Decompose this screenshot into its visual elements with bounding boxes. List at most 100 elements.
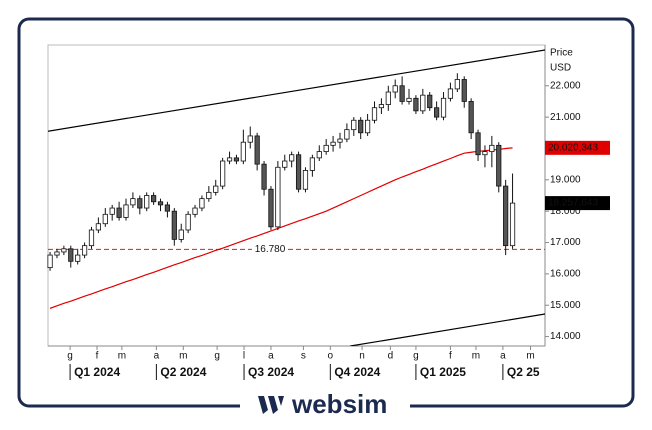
candle-body (358, 119, 364, 134)
candle-body (289, 154, 295, 162)
candle-body (427, 94, 433, 109)
candle-body (413, 97, 419, 112)
candle-body (482, 151, 488, 156)
candle-body (364, 119, 371, 134)
brand-name: websim (291, 389, 387, 419)
candle-body (475, 132, 481, 156)
candle-body (392, 85, 398, 93)
x-tick-label: g (67, 351, 73, 362)
moving-average (49, 147, 513, 309)
x-tick-label: a (154, 351, 160, 362)
candle-body (178, 229, 184, 240)
x-tick-label: f (449, 351, 452, 362)
price-label: Price (550, 48, 573, 59)
candle-body (351, 119, 357, 131)
candle-body (503, 185, 509, 247)
candle-body (61, 248, 67, 253)
candle-body (399, 85, 405, 102)
candle-body (226, 157, 233, 162)
quarter-label: Q1 2024 (74, 365, 120, 379)
candle-body (295, 154, 302, 190)
y-tick-label: 21.000 (550, 112, 581, 123)
candle-body (54, 251, 60, 256)
candle-body (116, 207, 122, 218)
y-tick-label: 15.000 (550, 300, 581, 311)
candle-body (454, 79, 460, 90)
candle-body (213, 185, 219, 193)
quarter-label: Q2 2024 (160, 365, 206, 379)
x-tick-label: m (179, 351, 187, 362)
candle-body (130, 198, 136, 206)
currency-label: USD (550, 63, 571, 74)
candle-body (171, 210, 177, 240)
x-tick-label: g (214, 351, 220, 362)
x-tick-label: f (96, 351, 99, 362)
candle-body (102, 213, 108, 225)
trendline (350, 313, 545, 346)
candle-body (268, 188, 274, 228)
candle-body (302, 170, 309, 190)
candle-body (247, 135, 253, 143)
candle-body (75, 254, 81, 262)
x-tick-label: n (359, 351, 365, 362)
candle-body (434, 107, 440, 118)
x-tick-label: m (526, 351, 534, 362)
candle-body (109, 207, 115, 215)
candle-body (240, 141, 246, 162)
candle-body (309, 157, 315, 171)
quarter-label: Q1 2025 (420, 365, 466, 379)
y-tick-label: 19.000 (550, 174, 581, 185)
quarter-label: Q4 2024 (334, 365, 380, 379)
candle-body (371, 107, 378, 121)
candle-body (88, 229, 95, 247)
candle-body (378, 104, 385, 109)
candle-body (233, 157, 240, 162)
candle-body (406, 97, 412, 102)
x-tick-label: l (243, 351, 245, 362)
y-tick-label: 14.000 (550, 331, 581, 342)
candle-body (254, 135, 260, 165)
level-label-bg (252, 243, 288, 256)
candle-body (206, 191, 212, 200)
price-tag-label: 18.257,643 (548, 198, 598, 209)
x-tick-label: a (268, 351, 274, 362)
candle-body (323, 144, 329, 153)
x-tick-label: g (413, 351, 419, 362)
candle-body (509, 202, 516, 247)
quarter-label: Q2 25 (507, 365, 540, 379)
candle-body (199, 198, 205, 209)
x-tick-label: d (388, 351, 394, 362)
candle-body (261, 163, 267, 190)
trendline (48, 49, 545, 132)
candle-body (468, 101, 474, 134)
x-tick-label: s (301, 351, 306, 362)
candle-body (461, 79, 467, 102)
candle-body (220, 160, 226, 187)
candle-body (185, 213, 191, 231)
brand-logo (258, 396, 284, 414)
candle-body (420, 94, 426, 112)
level-label: 16.780 (255, 244, 286, 255)
x-tick-label: m (472, 351, 480, 362)
candle-body (47, 254, 53, 269)
candle-body (151, 195, 157, 203)
candle-body (137, 198, 143, 209)
candle-body (123, 204, 129, 218)
candle-body (68, 248, 74, 262)
candle-body (344, 129, 350, 140)
candle-body (330, 141, 336, 146)
y-tick-label: 18.000 (550, 206, 581, 217)
candle-body (282, 160, 288, 168)
candle-body (81, 245, 88, 256)
candle-body (164, 204, 171, 212)
x-tick-label: o (328, 351, 334, 362)
candle-body (496, 144, 502, 187)
candle-body (440, 97, 447, 118)
y-tick-label: 17.000 (550, 237, 581, 248)
candle-body (95, 223, 101, 231)
candle-body (192, 207, 198, 215)
candle-body (144, 195, 150, 209)
price-tag-label: 20.020,343 (548, 142, 598, 153)
